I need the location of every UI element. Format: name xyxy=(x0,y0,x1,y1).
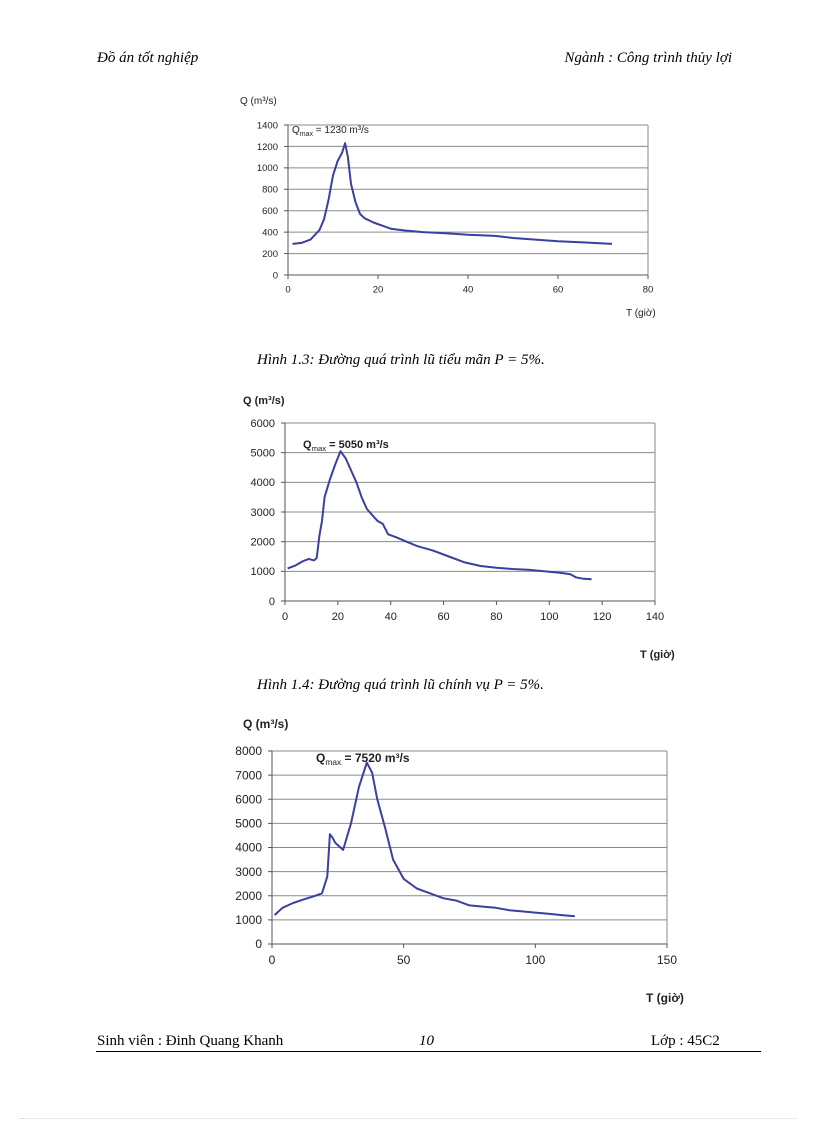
y-tick-label: 0 xyxy=(273,270,278,281)
y-tick-label: 1000 xyxy=(257,163,278,174)
x-tick-label: 0 xyxy=(269,953,276,967)
y-tick-label: 400 xyxy=(262,227,278,238)
x-tick-label: 150 xyxy=(657,953,677,967)
y-tick-label: 1000 xyxy=(251,566,275,578)
figure-caption-1-4: Hình 1.4: Đường quá trình lũ chính vụ P … xyxy=(257,677,544,693)
y-tick-label: 2000 xyxy=(235,889,262,903)
y-tick-label: 4000 xyxy=(235,841,262,855)
y-tick-label: 600 xyxy=(262,206,278,217)
y-tick-label: 800 xyxy=(262,185,278,196)
y-tick-label: 1200 xyxy=(257,142,278,153)
header-left: Đồ án tốt nghiệp xyxy=(97,50,199,66)
x-tick-label: 40 xyxy=(385,611,397,623)
qmax-annotation: Qmax = 7520 m³/s xyxy=(316,751,410,767)
y-axis-label: Q (m³/s) xyxy=(243,395,285,407)
chart-2: 0 1000 2000 3000 4000 5000 6000 0 20 40 60 80 100 120… xyxy=(0,388,816,670)
chart-1: 0 200 400 600 800 1000 1200 1400 0 20 40 60 80 Q (m³/… xyxy=(0,88,816,328)
chart-2-plot: 0 1000 2000 3000 4000 5000 6000 0 20 40 60 80 100 120… xyxy=(243,395,675,661)
y-tick-label: 7000 xyxy=(235,768,262,782)
footer-rule xyxy=(96,1051,761,1052)
x-tick-label: 100 xyxy=(525,953,545,967)
series-line xyxy=(287,450,592,581)
y-tick-label: 1000 xyxy=(235,913,262,927)
y-axis-label: Q (m³/s) xyxy=(243,717,288,731)
y-axis-label: Q (m³/s) xyxy=(240,96,277,107)
x-axis-label: T (giờ) xyxy=(640,649,675,661)
series-line xyxy=(292,142,613,245)
x-axis-label: T (giờ) xyxy=(646,991,684,1005)
x-tick-label: 120 xyxy=(593,611,611,623)
y-tick-label: 3000 xyxy=(251,507,275,519)
x-tick-label: 20 xyxy=(373,285,384,296)
x-tick-label: 60 xyxy=(437,611,449,623)
y-tick-label: 6000 xyxy=(251,418,275,430)
x-tick-label: 20 xyxy=(332,611,344,623)
qmax-annotation: Qmax = 5050 m³/s xyxy=(303,439,389,453)
x-tick-label: 100 xyxy=(540,611,558,623)
x-tick-label: 0 xyxy=(285,285,290,296)
footer-class: Lớp : 45C2 xyxy=(651,1033,720,1049)
y-tick-label: 5000 xyxy=(251,448,275,460)
y-tick-label: 2000 xyxy=(251,537,275,549)
y-tick-label: 0 xyxy=(255,937,262,951)
header-right: Ngành : Công trình thủy lợi xyxy=(564,50,732,66)
x-tick-label: 0 xyxy=(282,611,288,623)
x-tick-label: 40 xyxy=(463,285,474,296)
y-tick-label: 5000 xyxy=(235,817,262,831)
x-tick-label: 80 xyxy=(643,285,654,296)
footer-page-number: 10 xyxy=(419,1033,434,1049)
chart-3: 0 1000 2000 3000 4000 5000 6000 7000 8000 0 50 100 1… xyxy=(0,710,816,1020)
figure-caption-1-3: Hình 1.3: Đường quá trình lũ tiểu mãn P … xyxy=(257,352,545,368)
x-tick-label: 60 xyxy=(553,285,564,296)
x-tick-label: 50 xyxy=(397,953,411,967)
series-line xyxy=(273,761,575,918)
page-bottom-dotted-line xyxy=(20,1118,796,1119)
y-tick-label: 3000 xyxy=(235,865,262,879)
x-axis-label: T (giờ) xyxy=(626,308,656,319)
y-tick-label: 6000 xyxy=(235,792,262,806)
x-tick-label: 140 xyxy=(646,611,664,623)
y-tick-label: 1400 xyxy=(257,120,278,131)
y-tick-label: 200 xyxy=(262,249,278,260)
y-tick-label: 0 xyxy=(269,596,275,608)
y-tick-label: 4000 xyxy=(251,477,275,489)
x-tick-label: 80 xyxy=(490,611,502,623)
qmax-annotation: Qmax = 1230 m³/s xyxy=(292,125,369,138)
footer-student: Sinh viên : Đinh Quang Khanh xyxy=(97,1033,284,1049)
chart-3-plot: 0 1000 2000 3000 4000 5000 6000 7000 8000 0 50 100 1… xyxy=(235,717,684,1005)
y-tick-label: 8000 xyxy=(235,744,262,758)
chart-1-plot: 0 200 400 600 800 1000 1200 1400 0 20 40 60 80 Q (m³/… xyxy=(240,96,656,319)
